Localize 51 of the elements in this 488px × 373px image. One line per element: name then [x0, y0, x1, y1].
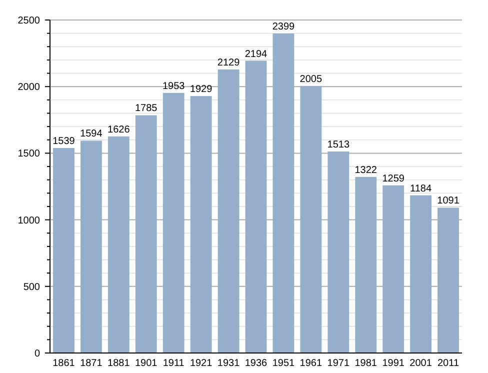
x-tick-label: 1936 [244, 358, 268, 369]
x-tick-label: 2001 [410, 358, 432, 369]
bar [162, 92, 184, 353]
data-label: 1259 [382, 173, 405, 184]
bar [218, 69, 240, 353]
x-tick-label: 1901 [135, 358, 158, 369]
bar [438, 208, 459, 353]
data-label: 2194 [244, 48, 268, 60]
bar [135, 115, 157, 353]
x-tick-label: 1881 [108, 358, 130, 369]
bar [382, 185, 404, 353]
bar [53, 148, 74, 353]
bar [410, 195, 432, 353]
data-label: 1594 [80, 128, 103, 140]
data-label: 1626 [108, 124, 130, 136]
data-label: 1513 [327, 139, 350, 150]
data-label: 2399 [272, 21, 296, 32]
data-label: 1785 [135, 103, 158, 114]
bar [355, 176, 377, 353]
y-tick-label: 2000 [18, 82, 40, 94]
bar [190, 96, 212, 353]
x-tick-label: 1921 [190, 358, 213, 369]
bar [245, 60, 267, 353]
x-tick-label: 1861 [52, 358, 76, 369]
x-tick-label: 1961 [300, 358, 322, 369]
x-tick-label: 1871 [80, 358, 103, 369]
x-tick-label: 1981 [354, 358, 378, 369]
data-label: 1184 [410, 183, 432, 194]
y-tick-label: 2500 [18, 16, 40, 26]
data-label: 1091 [437, 196, 460, 207]
data-label: 1953 [162, 80, 186, 92]
data-label: 1539 [52, 136, 76, 148]
x-tick-label: 1971 [327, 358, 350, 369]
y-tick-label: 1500 [18, 148, 40, 160]
y-tick-label: 1000 [18, 215, 40, 226]
x-tick-label: 1951 [272, 358, 296, 369]
data-label: 1929 [190, 84, 213, 96]
x-tick-label: 1911 [162, 358, 185, 369]
x-tick-label: 1991 [382, 358, 405, 369]
y-tick-label: 500 [23, 282, 40, 293]
bar [108, 136, 130, 353]
x-tick-label: 2011 [438, 358, 460, 369]
y-tick-label: 0 [34, 348, 40, 360]
bar [272, 33, 294, 353]
bar [328, 151, 350, 353]
x-tick-label: 1931 [217, 358, 240, 369]
bar [300, 86, 322, 353]
bar [80, 140, 102, 353]
data-label: 1322 [354, 164, 378, 176]
data-label: 2129 [217, 57, 240, 68]
data-label: 2005 [300, 74, 322, 85]
